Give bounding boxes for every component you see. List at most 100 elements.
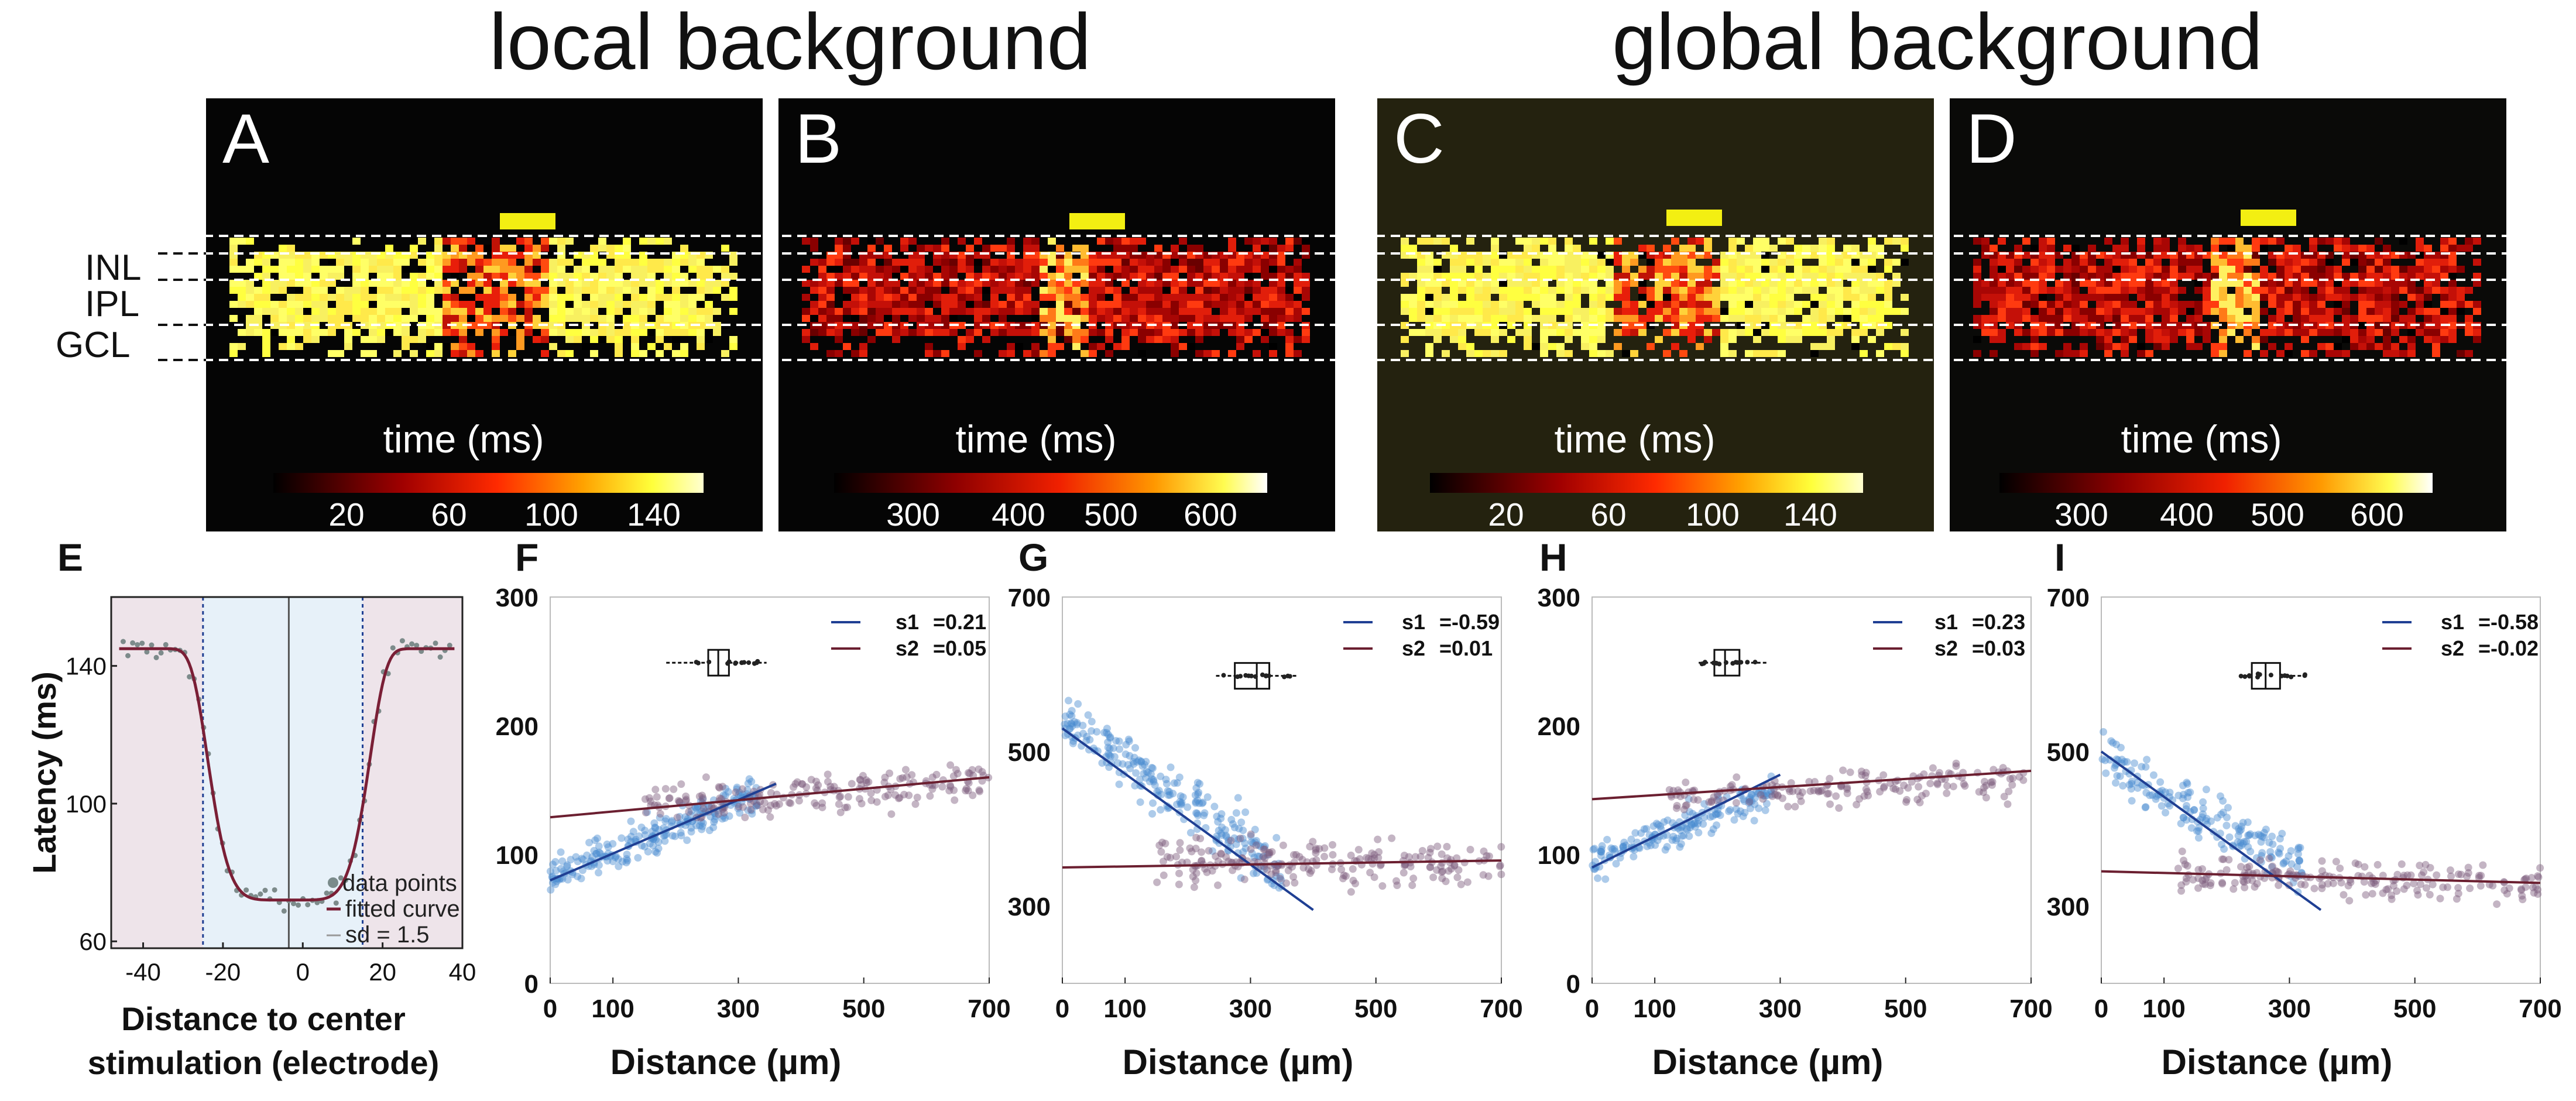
data-point bbox=[1933, 780, 1942, 788]
data-point bbox=[1143, 767, 1151, 776]
data-point bbox=[2162, 788, 2170, 796]
heatmap-cell bbox=[623, 252, 631, 259]
heatmap-cell bbox=[1524, 336, 1532, 343]
stimulus-bar-a bbox=[500, 213, 555, 229]
heatmap-cell bbox=[475, 308, 483, 315]
heatmap-cell bbox=[2203, 301, 2211, 308]
heatmap-cell bbox=[1474, 266, 1483, 273]
data-point bbox=[699, 819, 707, 827]
heatmap-cell bbox=[1244, 266, 1253, 273]
heatmap-cell bbox=[713, 329, 721, 336]
heatmap-cell bbox=[1998, 259, 2006, 266]
heatmap-cell bbox=[2399, 280, 2407, 287]
heatmap-cell bbox=[1901, 343, 1909, 350]
heatmap-cell bbox=[352, 266, 361, 273]
heatmap-cell bbox=[1417, 259, 1425, 266]
heatmap-cell bbox=[1228, 315, 1236, 322]
data-point bbox=[1260, 845, 1268, 853]
heatmap-cell bbox=[1515, 294, 1524, 301]
data-point bbox=[708, 802, 716, 811]
heatmap-cell bbox=[369, 259, 377, 266]
heatmap-cell bbox=[1843, 273, 1851, 280]
heatmap-cell bbox=[1679, 245, 1687, 252]
heatmap-cell bbox=[2325, 350, 2334, 357]
heatmap-cell bbox=[2211, 287, 2219, 294]
heatmap-cell bbox=[2276, 280, 2285, 287]
data-point bbox=[1163, 853, 1171, 861]
data-point bbox=[2194, 874, 2203, 882]
heatmap-cell bbox=[1146, 287, 1154, 294]
data-point bbox=[951, 796, 959, 804]
heatmap-cell bbox=[2440, 308, 2448, 315]
heatmap-cell bbox=[647, 259, 656, 266]
heatmap-cell bbox=[1089, 280, 1097, 287]
data-point bbox=[2174, 791, 2183, 800]
data-point bbox=[1247, 830, 1255, 838]
heatmap-cell bbox=[615, 294, 623, 301]
legend-label-sd: sd = 1.5 bbox=[345, 922, 429, 948]
data-point bbox=[666, 794, 674, 802]
heatmap-cell bbox=[1548, 259, 1556, 266]
data-point bbox=[2246, 830, 2254, 838]
heatmap-cell bbox=[270, 287, 279, 294]
heatmap-cell bbox=[1474, 294, 1483, 301]
heatmap-cell bbox=[2014, 329, 2022, 336]
heatmap-cell bbox=[2358, 343, 2366, 350]
data-point bbox=[1746, 804, 1754, 812]
heatmap-cell bbox=[1548, 308, 1556, 315]
heatmap-cell bbox=[1154, 294, 1162, 301]
data-point bbox=[1654, 821, 1662, 829]
data-point bbox=[1687, 820, 1696, 828]
data-point bbox=[687, 824, 695, 832]
x-ticks-e: -40 -20 0 20 40 bbox=[125, 942, 476, 986]
data-point bbox=[2142, 788, 2150, 797]
data-point bbox=[2536, 864, 2544, 872]
data-point bbox=[653, 849, 661, 857]
heatmap-cell bbox=[721, 287, 729, 294]
heatmap-cell bbox=[1072, 245, 1081, 252]
heatmap-cell bbox=[590, 259, 598, 266]
heatmap-cell bbox=[328, 280, 336, 287]
heatmap-cell bbox=[279, 343, 287, 350]
heatmap-cell bbox=[958, 252, 966, 259]
data-point bbox=[1433, 842, 1442, 850]
heatmap-cell bbox=[1203, 259, 1212, 266]
heatmap-cell bbox=[1524, 245, 1532, 252]
data-point bbox=[2235, 827, 2244, 835]
heatmap-cell bbox=[393, 294, 402, 301]
heatmap-cell bbox=[254, 259, 262, 266]
data-point bbox=[857, 800, 866, 808]
heatmap-cell bbox=[1990, 329, 1998, 336]
heatmap-cell bbox=[2194, 315, 2203, 322]
heatmap-cell bbox=[705, 287, 713, 294]
data-point bbox=[1064, 719, 1072, 728]
heatmap-cell bbox=[2080, 266, 2088, 273]
data-point bbox=[681, 813, 690, 821]
heatmap-cell bbox=[1294, 308, 1302, 315]
heatmap-cell bbox=[598, 245, 606, 252]
data-point bbox=[2187, 824, 2196, 832]
heatmap-cell bbox=[2358, 252, 2366, 259]
heatmap-cell bbox=[664, 280, 672, 287]
data-point bbox=[928, 773, 937, 781]
heatmap-cell bbox=[729, 287, 738, 294]
heatmap-cell bbox=[1228, 273, 1236, 280]
heatmap-cell bbox=[2022, 343, 2030, 350]
heatmap-cell bbox=[2186, 266, 2194, 273]
heatmap-cell bbox=[524, 329, 533, 336]
heatmap-cell bbox=[328, 273, 336, 280]
heatmap-cell bbox=[1745, 301, 1753, 308]
colorbar-b bbox=[834, 473, 1267, 493]
heatmap-cell bbox=[492, 301, 500, 308]
data-point bbox=[2297, 869, 2306, 877]
heatmap-cell bbox=[549, 287, 557, 294]
heatmap-cell bbox=[949, 273, 958, 280]
heatmap-cell bbox=[1819, 294, 1827, 301]
heatmap-cell bbox=[2006, 266, 2014, 273]
data-point bbox=[1778, 794, 1786, 802]
heatmap-cell bbox=[1195, 287, 1203, 294]
heatmap-cell bbox=[1064, 329, 1072, 336]
data-point bbox=[1375, 848, 1383, 856]
heatmap-cell bbox=[2145, 266, 2153, 273]
